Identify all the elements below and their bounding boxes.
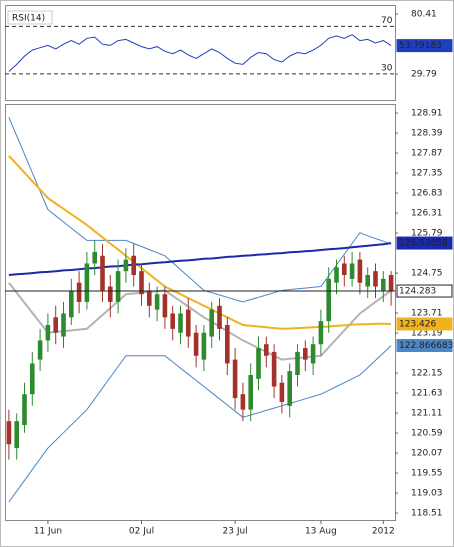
candle-body (209, 309, 214, 337)
candle-body (326, 278, 331, 322)
candle-body (279, 382, 285, 402)
y-tick-label: 29.79 (411, 70, 437, 80)
candle-body (373, 271, 378, 287)
y-tick-label: 123.19 (411, 329, 443, 339)
title-box (7, 10, 53, 25)
y-tick-label: 119.03 (411, 489, 443, 499)
candle-body (240, 394, 246, 410)
candle-body (61, 313, 66, 337)
candle-body (69, 290, 74, 318)
rsi-line (8, 34, 392, 72)
value-box (396, 236, 453, 250)
y-tick-label: 80.41 (411, 10, 437, 20)
value-box (396, 39, 453, 53)
y-tick-label: 124.75 (411, 269, 443, 279)
candle-body (30, 363, 35, 395)
candle-body (178, 313, 183, 333)
candle-body (365, 275, 370, 287)
chart-title: RSI(14) (12, 14, 45, 24)
candle-body (271, 351, 277, 387)
candle-body (76, 282, 82, 302)
value-box (396, 317, 453, 331)
y-tick-label: 125.79 (411, 229, 443, 239)
candle-body (139, 271, 144, 295)
candle-body (318, 321, 324, 345)
candle-body (225, 325, 230, 364)
candle-body (201, 332, 207, 360)
level-label: 30 (381, 63, 393, 73)
candle-body (22, 394, 27, 425)
y-tick-label: 121.11 (411, 409, 443, 419)
candle-body (162, 294, 168, 318)
value-box-label: 125.53058 (399, 239, 448, 249)
candle-body (115, 271, 121, 302)
candle-body (123, 259, 129, 272)
level-label: 70 (381, 16, 393, 26)
value-box-label: 122.866683 (399, 341, 453, 351)
candle-body (349, 263, 355, 279)
candle-body (147, 290, 152, 306)
candle-body (131, 255, 136, 275)
indicator-line (8, 117, 392, 303)
y-tick-label: 128.39 (411, 129, 443, 139)
candle-body (45, 325, 51, 341)
x-tick-label: 23 Jul (223, 527, 248, 537)
candle-body (53, 317, 58, 333)
y-tick-label: 127.87 (411, 149, 443, 159)
indicator-line (8, 155, 392, 330)
y-tick-label: 119.55 (411, 469, 443, 479)
candle-body (357, 259, 363, 283)
value-box-label: 123.426 (399, 320, 436, 330)
candle-body (6, 421, 12, 445)
y-tick-label: 118.51 (411, 509, 443, 519)
x-tick-label: 11 Jun (34, 527, 62, 537)
candle-body (287, 371, 292, 406)
candle-body (303, 348, 308, 360)
candle-body (232, 359, 238, 399)
rsi-panel (5, 5, 396, 101)
candle-body (14, 421, 19, 449)
candle-body (108, 286, 113, 302)
value-box-label: 53.79183 (399, 41, 442, 51)
candle-body (170, 313, 175, 329)
x-tick-label: 13 Aug (305, 527, 337, 537)
value-box (396, 284, 453, 298)
candle-body (100, 255, 105, 291)
candle-body (388, 275, 394, 292)
candle-body (256, 348, 261, 379)
candle-body (193, 332, 199, 356)
x-tick-label: 02 Jul (129, 527, 154, 537)
candle-body (154, 294, 160, 310)
indicator-line (8, 242, 392, 276)
candle-body (248, 375, 253, 410)
y-tick-label: 121.63 (411, 389, 443, 399)
candle-body (84, 263, 90, 302)
y-tick-label: 127.35 (411, 169, 443, 179)
y-tick-label: 126.31 (411, 209, 443, 219)
x-tick-label: 2012 (372, 527, 395, 537)
candle-body (37, 340, 43, 360)
candle-body (92, 251, 97, 264)
candle-body (217, 305, 222, 329)
indicator-line (8, 282, 392, 361)
candle-body (295, 351, 300, 375)
y-tick-label: 128.91 (411, 109, 443, 119)
candle-body (264, 344, 269, 356)
y-tick-label: 120.59 (411, 429, 443, 439)
candle-body (186, 309, 191, 337)
y-tick-label: 123.71 (411, 309, 443, 319)
candle-body (334, 267, 339, 283)
candle-body (342, 263, 347, 275)
value-box-label: 124.283 (399, 287, 436, 297)
candle-body (381, 278, 386, 291)
candle-body (310, 344, 316, 364)
y-tick-label: 126.83 (411, 189, 443, 199)
value-box (396, 339, 453, 353)
indicator-line (8, 345, 392, 503)
y-tick-label: 122.15 (411, 369, 443, 379)
y-tick-label: 120.07 (411, 449, 443, 459)
